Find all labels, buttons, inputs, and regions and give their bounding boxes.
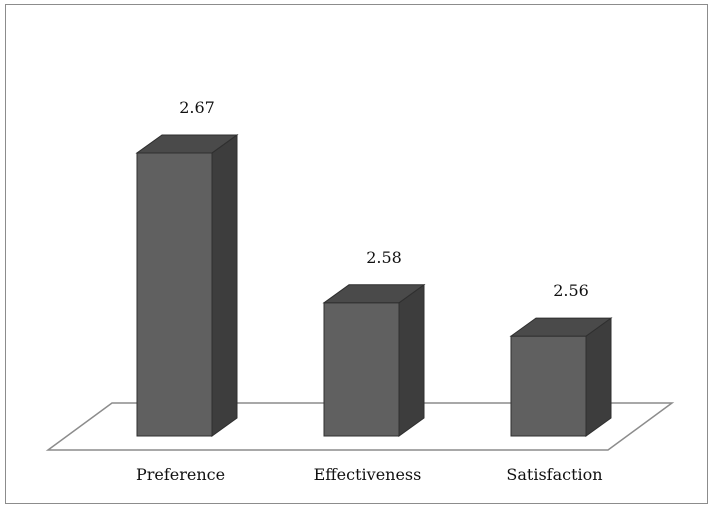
category-label: Preference [136,465,225,484]
bar-top-face [322,284,426,304]
bar-front-face [136,152,213,437]
bar-front-face [510,335,587,437]
bar-front-face [323,302,400,437]
bar-top-face [509,317,613,337]
bars-group [135,133,613,437]
bar-side-face [211,133,238,437]
category-label: Effectiveness [314,465,422,484]
bar-satisfaction [509,317,613,437]
bar-side-face [585,317,612,437]
data-label: 2.56 [553,281,589,300]
data-label: 2.58 [366,248,402,267]
category-label: Satisfaction [506,465,602,484]
bar-preference [135,133,239,437]
bar-effectiveness [322,283,426,437]
category-labels-group: Preference Effectiveness Satisfaction [136,465,603,484]
bar-side-face [398,283,425,437]
data-labels-group: 2.67 2.58 2.56 [179,98,589,300]
bar-top-face [135,134,239,154]
data-label: 2.67 [179,98,215,117]
